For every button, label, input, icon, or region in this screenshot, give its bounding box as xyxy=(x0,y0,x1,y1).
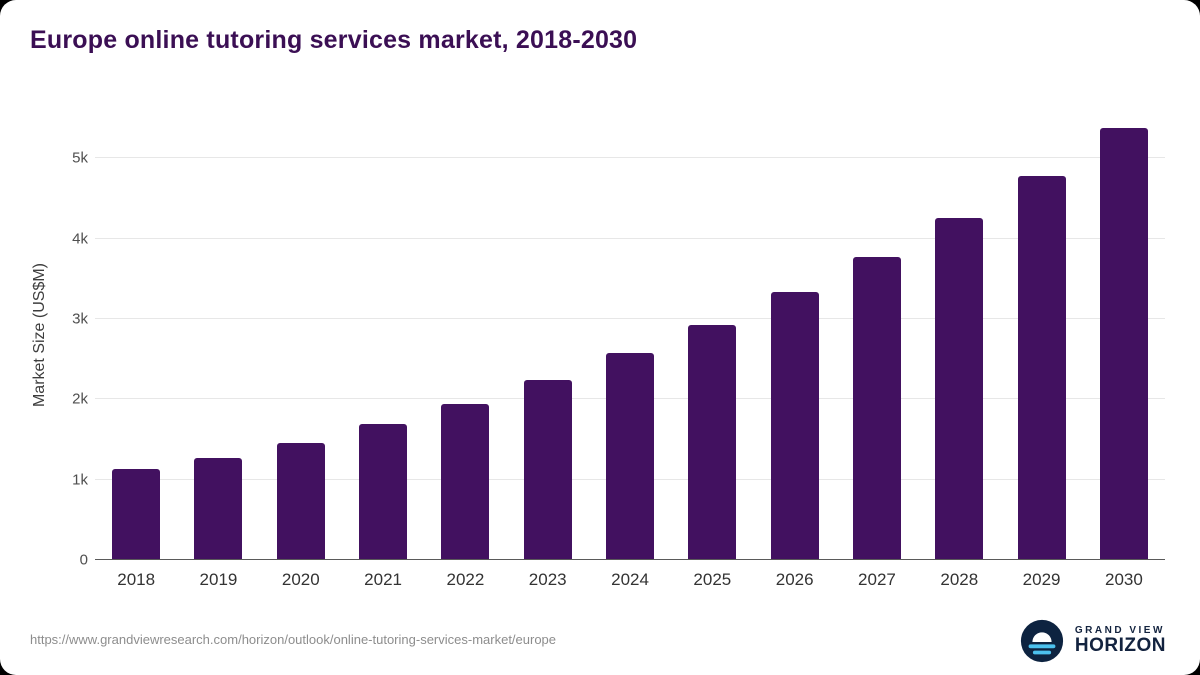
y-tick-label-2k: 2k xyxy=(72,390,88,408)
x-tick-label-2019: 2019 xyxy=(199,570,238,589)
bar-slot-2021 xyxy=(342,110,424,560)
bar-2027 xyxy=(852,257,901,560)
bar-slot-2022 xyxy=(424,110,506,560)
logo-horizon: HORIZON xyxy=(1074,635,1166,657)
source-url: https://www.grandviewresearch.com/horizo… xyxy=(30,632,557,647)
bar-slot-2018 xyxy=(95,110,177,560)
bar-2025 xyxy=(688,324,737,560)
bar-2018 xyxy=(112,469,161,560)
x-tick-label-2026: 2026 xyxy=(775,570,814,589)
x-tick-label-2020: 2020 xyxy=(281,570,320,589)
bar-slot-2027 xyxy=(836,110,918,560)
bar-2028 xyxy=(935,218,984,560)
y-tick-label-3k: 3k xyxy=(72,310,88,328)
gridline-4k xyxy=(95,237,1165,239)
logo-grand-view: GRAND VIEW xyxy=(1074,625,1165,637)
y-tick-label-5k: 5k xyxy=(72,149,88,167)
bar-2020 xyxy=(276,442,325,560)
bar-2021 xyxy=(359,424,408,560)
bar-series xyxy=(95,110,1165,560)
plot-area xyxy=(95,110,1165,560)
x-axis-line xyxy=(95,559,1165,560)
logo-text: GRAND VIEW HORIZON xyxy=(1075,625,1166,657)
x-tick-label-2029: 2029 xyxy=(1022,570,1061,589)
x-tick-label-2022: 2022 xyxy=(446,570,485,589)
brand-logo: GRAND VIEW HORIZON xyxy=(1019,618,1166,664)
x-tick-label-2018: 2018 xyxy=(117,570,156,589)
bar-slot-2023 xyxy=(507,110,589,560)
y-tick-label-1k: 1k xyxy=(72,471,88,489)
gridline-5k xyxy=(95,157,1165,159)
y-tick-label-4k: 4k xyxy=(72,230,88,248)
x-tick-label-2024: 2024 xyxy=(611,570,649,589)
bar-2024 xyxy=(606,353,655,560)
y-tick-label-0: 0 xyxy=(79,551,88,569)
bar-2023 xyxy=(523,380,572,560)
horizon-sun-icon xyxy=(1020,619,1063,663)
bar-2022 xyxy=(441,404,490,560)
bar-slot-2019 xyxy=(177,110,259,560)
bar-2019 xyxy=(194,458,243,560)
bar-2029 xyxy=(1017,175,1066,560)
y-axis-ticks: 0 1k 2k 3k 4k 5k xyxy=(40,110,88,569)
bar-slot-2028 xyxy=(918,110,1000,560)
bar-slot-2025 xyxy=(671,110,753,560)
x-tick-label-2030: 2030 xyxy=(1104,570,1143,589)
x-axis-ticks: 2018 2019 2020 2021 2022 2023 2024 2025 2026 2027… xyxy=(95,570,1165,590)
gridline-3k xyxy=(95,317,1165,319)
x-tick-label-2023: 2023 xyxy=(528,570,567,589)
x-tick-label-2025: 2025 xyxy=(693,570,732,589)
x-tick-label-2028: 2028 xyxy=(940,570,979,589)
x-tick-label-2027: 2027 xyxy=(858,570,896,589)
bar-slot-2030 xyxy=(1083,110,1165,560)
x-tick-label-2021: 2021 xyxy=(364,570,402,589)
bar-slot-2024 xyxy=(589,110,671,560)
bar-2030 xyxy=(1099,128,1148,560)
bar-slot-2020 xyxy=(260,110,342,560)
bar-2026 xyxy=(770,291,819,560)
chart-title: Europe online tutoring services market, … xyxy=(30,26,638,54)
bar-slot-2029 xyxy=(1000,110,1082,560)
bar-slot-2026 xyxy=(754,110,836,560)
